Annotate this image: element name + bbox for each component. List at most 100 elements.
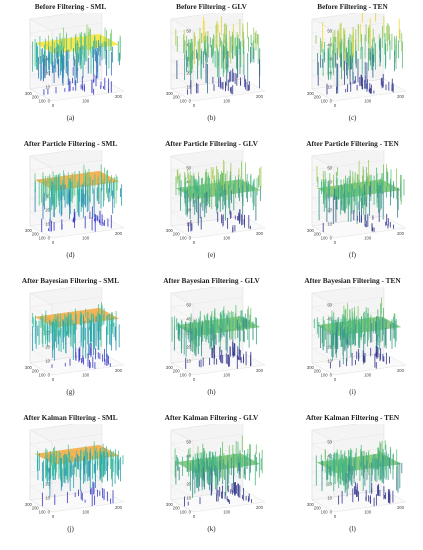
panel-label: (a) — [66, 114, 75, 122]
y-tick-label: 300 — [25, 502, 33, 507]
panel-title: After Bayesian Filtering - GLV — [163, 276, 260, 285]
x-tick-label: 0 — [334, 514, 337, 519]
panel-title: After Particle Filtering - TEN — [306, 139, 399, 148]
z-tick-label: 20 — [186, 345, 191, 350]
z-tick-label: 50 — [327, 440, 332, 445]
x-tick-label: 0 — [52, 103, 55, 108]
z-tick-label: 50 — [327, 166, 332, 171]
z-tick-label: 40 — [327, 317, 332, 322]
panel-j: After Kalman Filtering - SML010203040100… — [0, 411, 141, 548]
z-tick-label: 20 — [186, 208, 191, 213]
z-tick-label: 20 — [327, 71, 332, 76]
z-tick-label: 20 — [327, 482, 332, 487]
x-tick-label: 100 — [364, 98, 372, 103]
surface-plot-d: 0102030401002003000100200 — [25, 150, 125, 245]
z-tick-label: 0 — [48, 373, 51, 378]
z-tick-label: 0 — [330, 99, 333, 104]
y-tick-label: 200 — [32, 506, 40, 511]
z-tick-label: 50 — [186, 29, 191, 34]
panel-title: Before Filtering - GLV — [176, 2, 247, 11]
z-tick-label: 20 — [45, 71, 50, 76]
x-tick-label: 200 — [256, 505, 264, 510]
y-tick-label: 200 — [173, 369, 181, 374]
panel-label: (b) — [207, 114, 216, 122]
x-tick-label: 200 — [115, 368, 123, 373]
x-tick-label: 200 — [397, 505, 405, 510]
y-tick-label: 300 — [166, 91, 174, 96]
x-tick-label: 200 — [256, 94, 264, 99]
z-tick-label: 10 — [186, 85, 191, 90]
y-tick-label: 100 — [180, 372, 188, 377]
y-tick-label: 300 — [166, 228, 174, 233]
z-tick-label: 0 — [48, 99, 51, 104]
z-tick-label: 10 — [186, 222, 191, 227]
panel-title: After Bayesian Filtering - TEN — [304, 276, 401, 285]
z-tick-label: 0 — [189, 236, 192, 241]
panel-d: After Particle Filtering - SML0102030401… — [0, 137, 141, 274]
z-tick-label: 20 — [327, 208, 332, 213]
panel-label: (g) — [66, 388, 75, 396]
z-tick-label: 0 — [189, 510, 192, 515]
y-tick-label: 100 — [321, 98, 329, 103]
z-tick-label: 10 — [186, 359, 191, 364]
z-tick-label: 30 — [327, 331, 332, 336]
y-tick-label: 100 — [321, 372, 329, 377]
panel-title: Before Filtering - TEN — [317, 2, 388, 11]
surface-mesh — [171, 305, 261, 369]
z-tick-label: 20 — [186, 482, 191, 487]
x-tick-label: 0 — [193, 514, 196, 519]
x-tick-label: 0 — [193, 240, 196, 245]
x-tick-label: 200 — [397, 94, 405, 99]
x-tick-label: 200 — [397, 368, 405, 373]
x-tick-label: 100 — [82, 509, 90, 514]
y-tick-label: 200 — [32, 369, 40, 374]
y-tick-label: 300 — [25, 91, 33, 96]
surface-plot-a: 0102030401002003000100200 — [25, 13, 125, 108]
y-tick-label: 100 — [180, 235, 188, 240]
x-tick-label: 100 — [82, 98, 90, 103]
surface-mesh — [34, 441, 124, 507]
panel-label: (h) — [207, 388, 216, 396]
z-tick-label: 40 — [186, 454, 191, 459]
z-tick-label: 10 — [186, 496, 191, 501]
panel-label: (k) — [207, 525, 216, 533]
surface-mesh — [34, 164, 123, 232]
y-tick-label: 100 — [39, 98, 47, 103]
x-tick-label: 0 — [334, 377, 337, 382]
surface-mesh — [313, 297, 402, 369]
y-tick-label: 300 — [307, 91, 315, 96]
x-tick-label: 100 — [82, 372, 90, 377]
x-tick-label: 100 — [364, 372, 372, 377]
z-tick-label: 0 — [48, 236, 51, 241]
panel-a: Before Filtering - SML010203040100200300… — [0, 0, 141, 137]
x-tick-label: 100 — [223, 98, 231, 103]
y-tick-label: 100 — [180, 98, 188, 103]
z-tick-label: 0 — [330, 510, 333, 515]
x-tick-label: 100 — [364, 509, 372, 514]
panel-title: After Bayesian Filtering - SML — [21, 276, 120, 285]
z-tick-label: 10 — [327, 496, 332, 501]
x-tick-label: 200 — [397, 231, 405, 236]
y-tick-label: 100 — [321, 509, 329, 514]
z-tick-label: 10 — [327, 359, 332, 364]
surface-plot-j: 0102030401002003000100200 — [25, 424, 125, 519]
y-tick-label: 200 — [32, 232, 40, 237]
z-tick-label: 20 — [45, 208, 50, 213]
z-tick-label: 40 — [327, 43, 332, 48]
z-tick-label: 10 — [327, 85, 332, 90]
panel-label: (d) — [66, 251, 75, 259]
x-tick-label: 200 — [256, 368, 264, 373]
panel-label: (i) — [349, 388, 356, 396]
z-tick-label: 30 — [327, 194, 332, 199]
z-tick-label: 0 — [48, 510, 51, 515]
x-tick-label: 200 — [115, 231, 123, 236]
y-tick-label: 200 — [314, 232, 322, 237]
y-tick-label: 200 — [173, 232, 181, 237]
z-tick-label: 10 — [45, 359, 50, 364]
